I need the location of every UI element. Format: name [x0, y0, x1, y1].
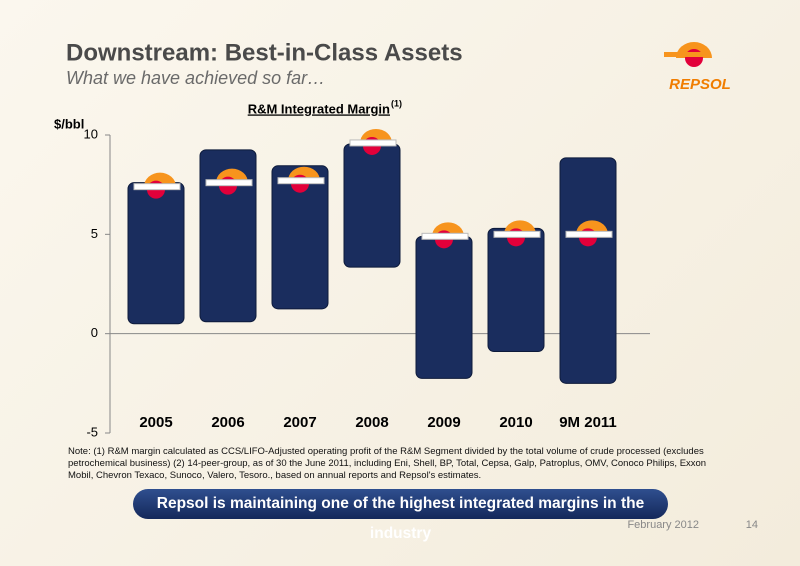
repsol-marker: [205, 168, 253, 195]
x-tick-label: 2008: [355, 414, 388, 431]
marker-band: [205, 179, 253, 187]
repsol-marker: [421, 222, 469, 249]
x-tick-label: 2005: [139, 414, 172, 431]
repsol-marker: [349, 128, 397, 155]
range-bar: [271, 165, 329, 310]
x-tick-label: 2009: [427, 414, 460, 431]
y-tick-label: 5: [91, 226, 98, 241]
x-tick-label: 2007: [283, 414, 316, 431]
range-bar: [559, 157, 617, 384]
y-axis-label: $/bbl: [54, 116, 84, 131]
slide-subtitle: What we have achieved so far…: [66, 68, 325, 88]
logo-icon: [664, 42, 712, 67]
banner: Repsol is maintaining one of the highest…: [133, 489, 668, 542]
marker-band: [565, 230, 613, 238]
range-bar: [343, 143, 401, 268]
y-tick-label: -5: [86, 424, 98, 439]
range-bar: [487, 227, 545, 353]
repsol-marker: [493, 220, 541, 247]
repsol-marker: [133, 172, 181, 199]
marker-band: [421, 232, 469, 240]
repsol-marker: [277, 166, 325, 193]
x-tick-label: 2010: [499, 414, 532, 431]
range-bar: [127, 182, 185, 325]
logo-text: REPSOL: [669, 76, 731, 93]
x-tick-label: 9M 2011: [559, 414, 617, 431]
marker-band: [349, 139, 397, 147]
footer-date: February 2012: [627, 519, 699, 531]
repsol-marker: [565, 220, 613, 247]
footnote: Note: (1) R&M margin calculated as CCS/L…: [68, 446, 707, 481]
chart-title-superscript: (1): [391, 98, 402, 108]
slide-title: Downstream: Best-in-Class Assets: [66, 39, 463, 66]
page-number: 14: [746, 519, 758, 531]
y-tick-label: 0: [91, 325, 98, 340]
marker-band: [133, 183, 181, 191]
x-tick-label: 2006: [211, 414, 244, 431]
range-bar: [415, 235, 473, 379]
marker-band: [493, 230, 541, 238]
y-tick-label: 10: [84, 126, 98, 141]
range-bar: [199, 149, 257, 323]
chart-title: R&M Integrated Margin: [248, 101, 390, 116]
marker-band: [277, 177, 325, 185]
